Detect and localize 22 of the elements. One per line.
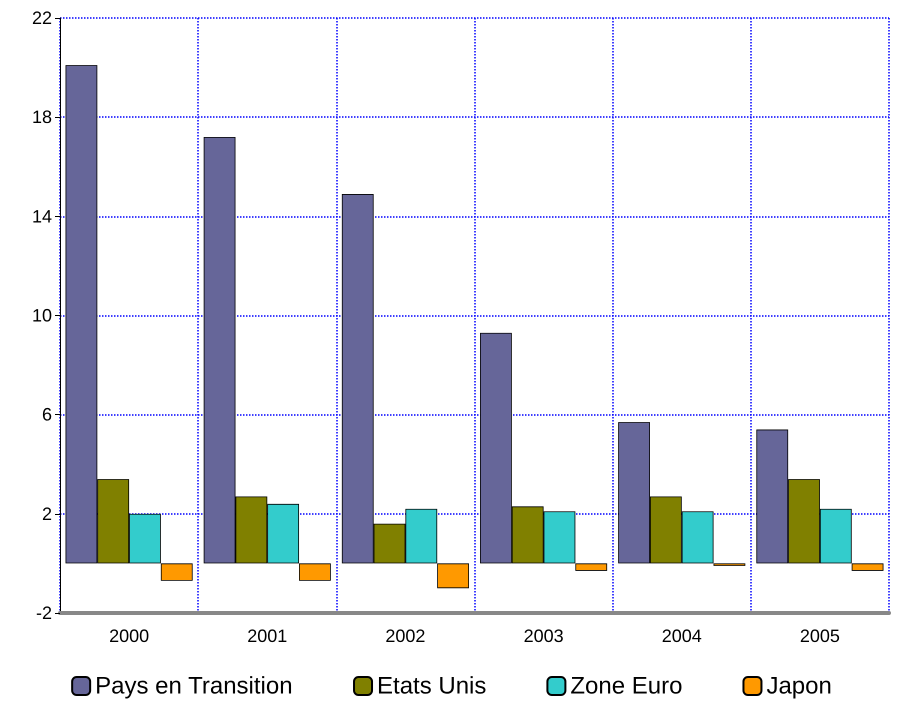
x-tick-label: 2003 <box>524 626 564 646</box>
legend-label: Japon <box>766 672 832 700</box>
x-tick-label: 2005 <box>800 626 840 646</box>
bar <box>852 563 884 571</box>
legend-label: Etats Unis <box>377 672 486 700</box>
x-tick-label: 2004 <box>662 626 702 646</box>
y-tick-label: 6 <box>42 404 52 425</box>
y-tick-label: 14 <box>32 206 52 226</box>
bar <box>437 563 469 588</box>
bar <box>160 563 193 581</box>
x-tick-label: 2000 <box>109 626 150 646</box>
bar <box>575 563 608 571</box>
x-tick-label: 2002 <box>385 626 426 646</box>
legend-label: Pays en Transition <box>95 672 293 700</box>
y-tick-label: 22 <box>32 8 52 28</box>
legend-label: Zone Euro <box>570 672 682 700</box>
y-tick-label: -2 <box>36 603 52 623</box>
x-tick-label: 2001 <box>247 626 288 646</box>
y-tick-label: 18 <box>32 107 52 128</box>
bar <box>299 563 331 581</box>
y-tick-label: 2 <box>42 504 52 524</box>
y-tick-label: 10 <box>32 306 52 326</box>
